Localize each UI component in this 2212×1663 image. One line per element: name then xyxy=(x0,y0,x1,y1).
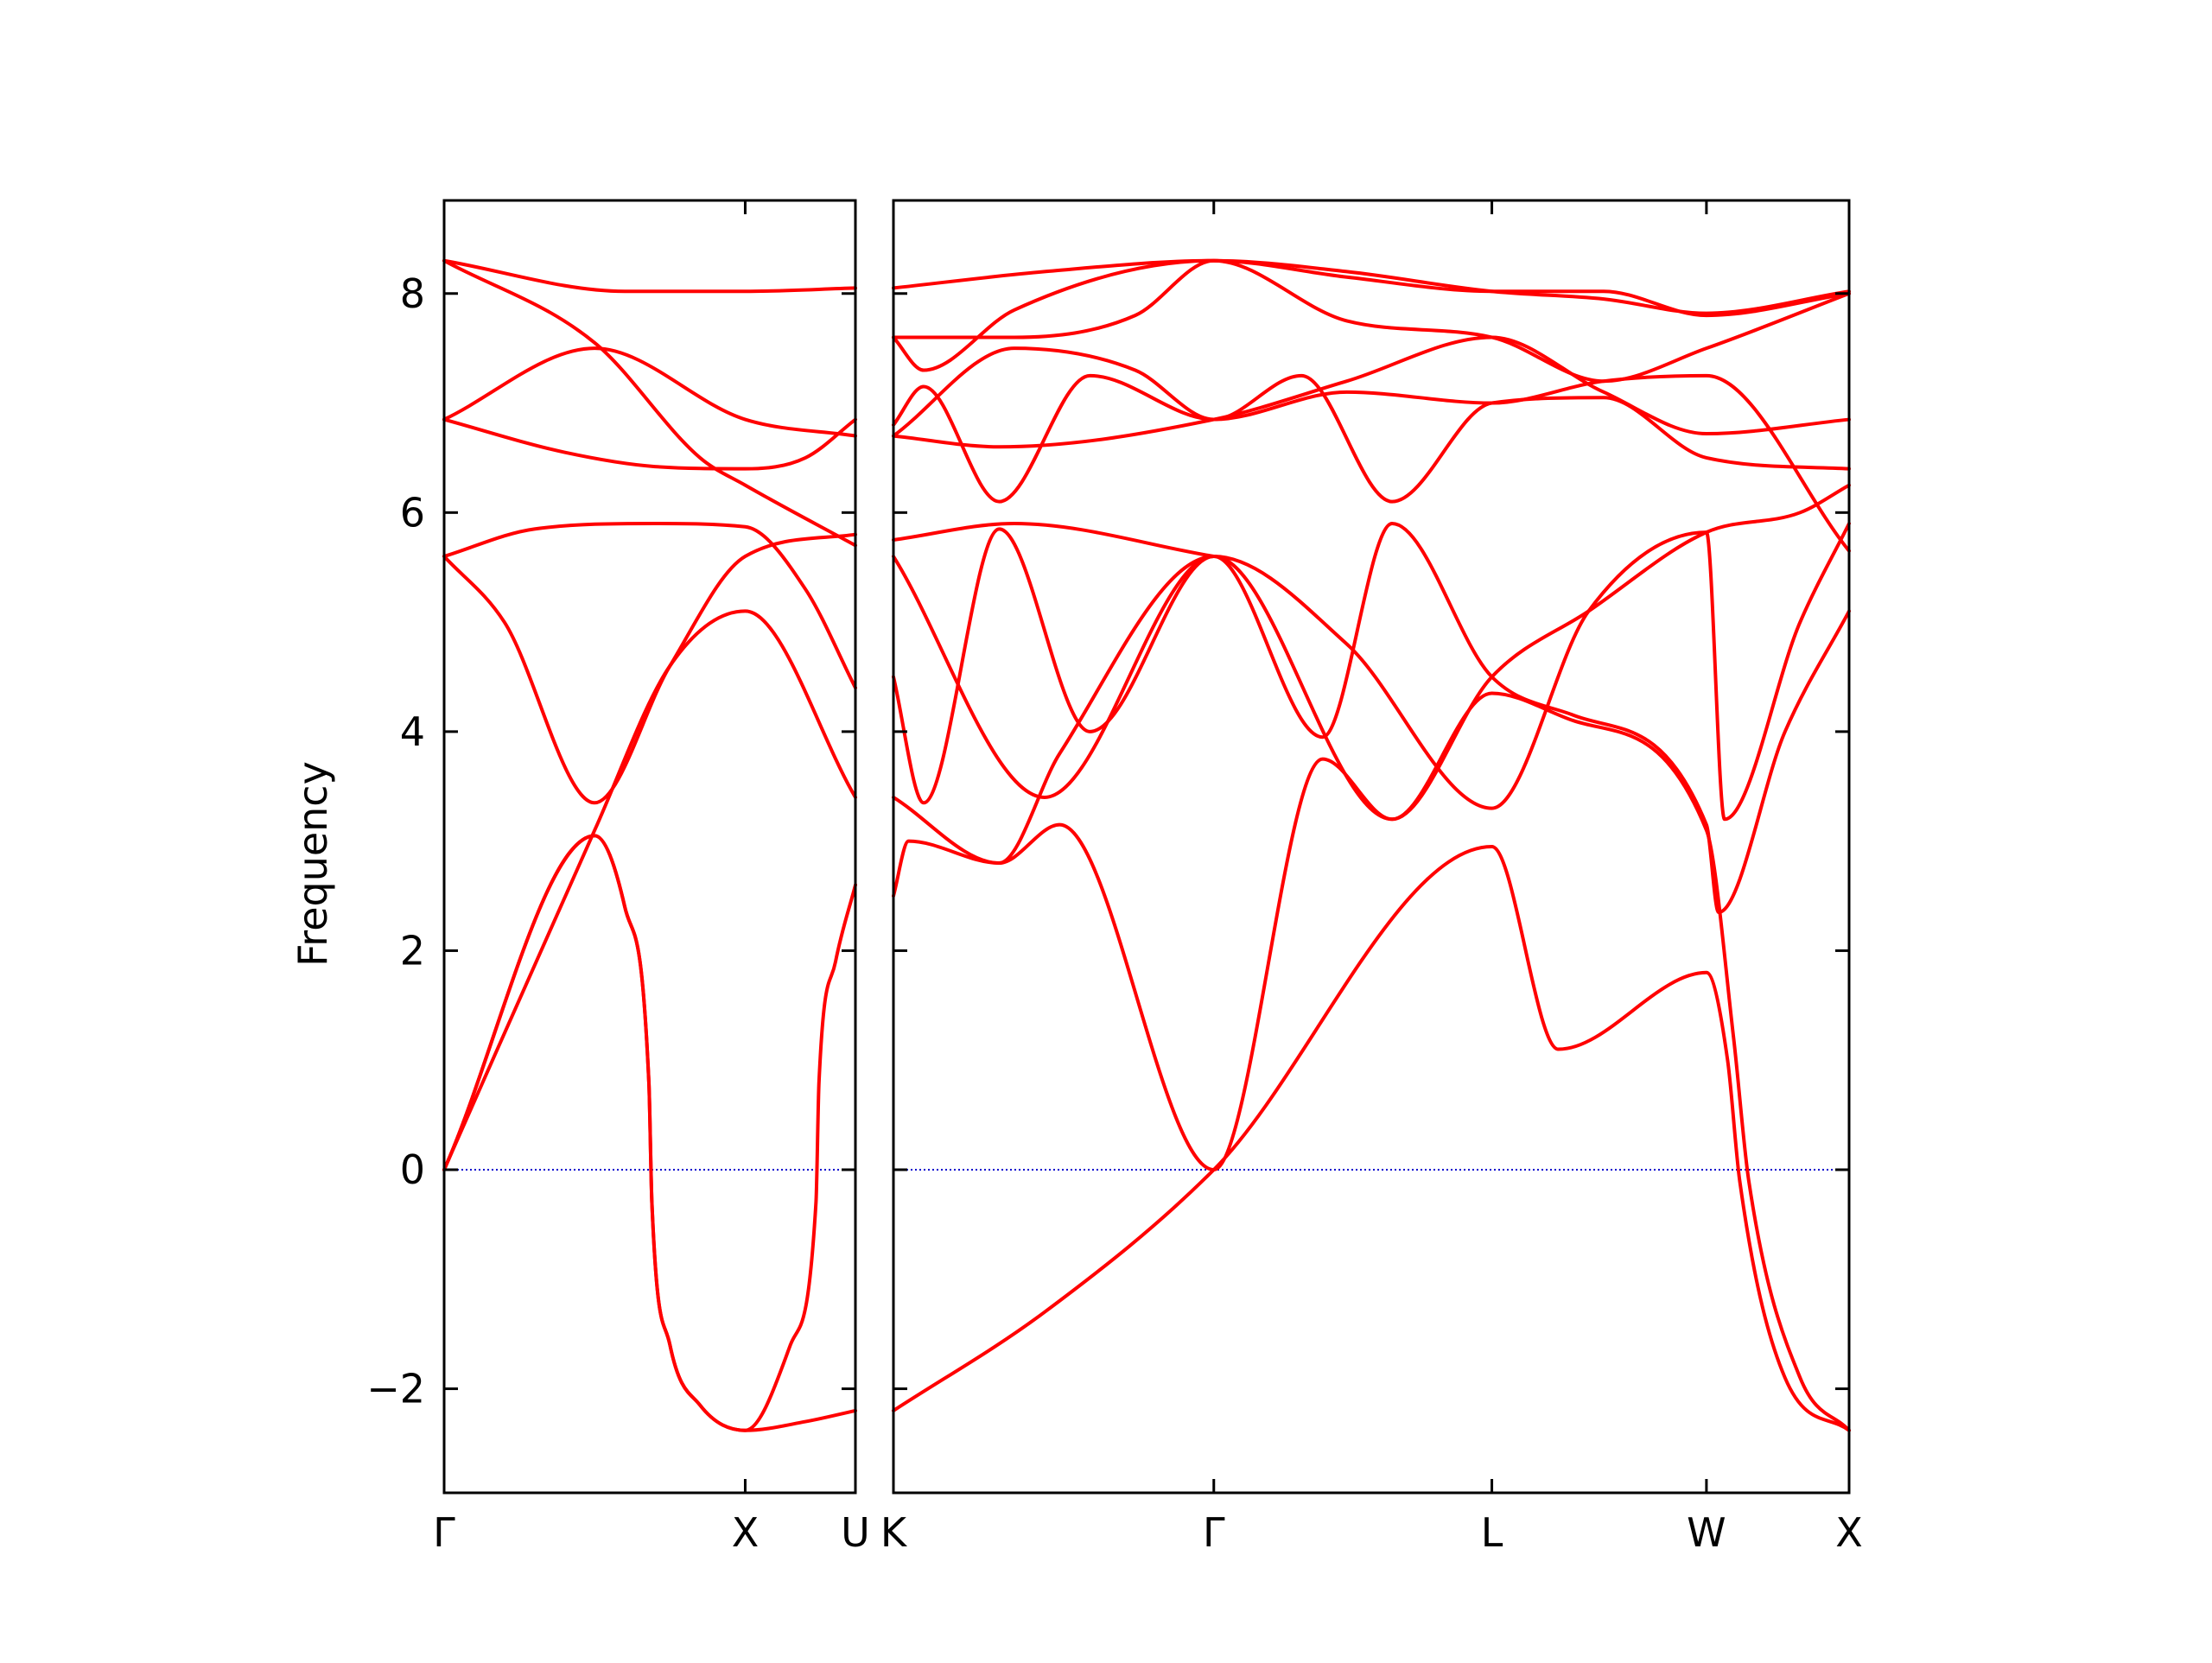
y-tick-label: 0 xyxy=(400,1146,425,1193)
band-line xyxy=(442,522,857,690)
x-tick-label: W xyxy=(1687,1509,1726,1556)
band-line xyxy=(892,346,1851,553)
band-line xyxy=(442,258,857,548)
band-line xyxy=(442,609,857,1171)
y-tick-label: 2 xyxy=(400,927,425,974)
x-tick-label: X xyxy=(1835,1509,1863,1556)
x-tick-label: U xyxy=(841,1509,870,1556)
y-tick-label: 4 xyxy=(400,708,425,755)
y-tick-label: −2 xyxy=(366,1366,425,1412)
band-line xyxy=(442,532,857,805)
band-line xyxy=(892,845,1851,1432)
y-axis-label: Frequency xyxy=(289,761,336,967)
band-line xyxy=(892,335,1851,449)
band-line xyxy=(442,834,857,1432)
band-line xyxy=(892,258,1851,315)
band-line xyxy=(442,417,857,471)
y-tick-label: 8 xyxy=(400,270,425,317)
x-tick-label: K xyxy=(880,1509,908,1556)
band-line xyxy=(892,522,1851,915)
y-tick-label: 6 xyxy=(400,489,425,536)
band-line xyxy=(892,522,1216,559)
band-line xyxy=(892,483,1851,822)
band-line xyxy=(892,258,1851,384)
band-line xyxy=(892,373,1851,504)
plot-frame xyxy=(892,199,1851,1495)
band-line xyxy=(892,258,1851,372)
x-tick-label: Γ xyxy=(1203,1509,1225,1556)
band-line xyxy=(442,346,857,438)
band-line xyxy=(442,258,857,294)
x-tick-label: X xyxy=(732,1509,760,1556)
plot-frame xyxy=(442,199,857,1495)
x-tick-label: L xyxy=(1481,1509,1503,1556)
x-tick-label: Γ xyxy=(433,1509,455,1556)
band-line xyxy=(892,522,1851,822)
